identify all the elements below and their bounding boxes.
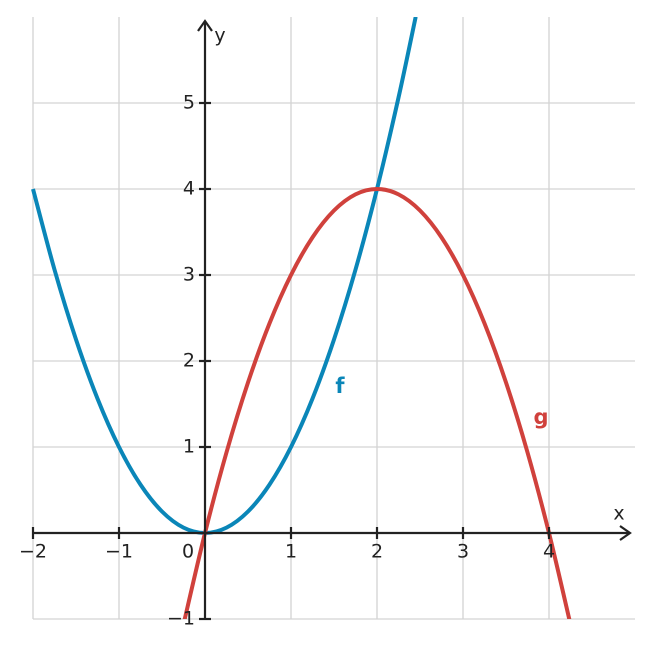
axes [31, 19, 632, 621]
y-tick-label: −1 [167, 608, 195, 630]
grid [32, 17, 635, 620]
x-axis-label: x [613, 503, 624, 525]
y-tick-label: 3 [183, 264, 195, 286]
x-tick-label: 0 [182, 541, 194, 563]
x-tick-label: 1 [285, 541, 297, 563]
y-tick-label: 1 [183, 436, 195, 458]
x-tick-label: −2 [19, 541, 47, 563]
curve [182, 186, 572, 619]
x-tick-label: −1 [105, 541, 133, 563]
y-axis-label: y [214, 25, 225, 47]
y-tick-label: 2 [183, 350, 195, 372]
y-tick-label: 5 [183, 92, 195, 114]
x-tick-label: 2 [371, 541, 383, 563]
curves [31, 17, 572, 619]
curve [31, 17, 418, 536]
x-arrow [619, 525, 632, 541]
curve-label: g [533, 405, 548, 429]
x-tick-label: 4 [543, 541, 555, 563]
x-tick-label: 3 [457, 541, 469, 563]
y-tick-label: 4 [183, 178, 195, 200]
curve-label: f [335, 374, 345, 398]
y-arrow [197, 19, 213, 32]
